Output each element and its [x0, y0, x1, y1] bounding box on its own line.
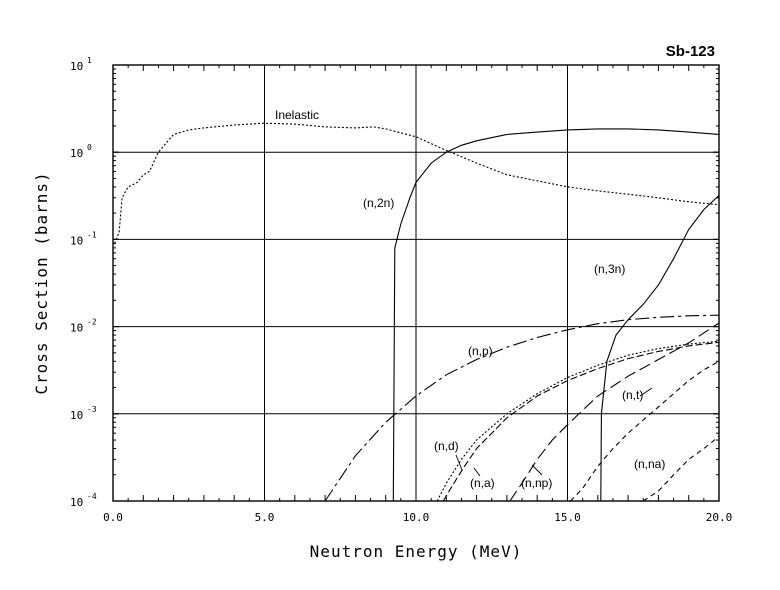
annotation-n3n: (n,3n)	[594, 262, 625, 276]
annotation-leader	[639, 387, 653, 397]
x-tick-label: 15.0	[554, 511, 581, 524]
annotation-nnp: (n,np)	[521, 476, 552, 490]
y-axis-label: Cross Section (barns)	[32, 171, 51, 394]
annotation-na: (n,a)	[470, 476, 495, 490]
series-line-n-a	[442, 341, 720, 502]
series-line-inelastic	[113, 122, 720, 244]
y-tick-label: 10	[70, 322, 83, 335]
grid	[113, 65, 719, 501]
annotation-inelastic: Inelastic	[275, 108, 319, 122]
series-line-n-2n	[392, 128, 720, 502]
series-line-n-3n	[600, 194, 720, 502]
x-tick-label: 5.0	[255, 511, 275, 524]
y-tick-label: 10	[70, 60, 83, 73]
y-tick-label: 10	[70, 147, 83, 160]
annotation-leader	[455, 454, 463, 471]
y-tick-label: 10	[70, 234, 83, 247]
chart-title: Sb-123	[666, 43, 715, 60]
x-tick-label: 10.0	[403, 511, 430, 524]
annotation-nt: (n,t)	[622, 388, 643, 402]
series-line-n-np	[509, 322, 720, 502]
y-tick-exponent: -1	[87, 230, 97, 239]
annotation-np: (n,p)	[468, 344, 493, 358]
annotation-nd: (n,d)	[434, 439, 459, 453]
x-tick-label: 0.0	[103, 511, 123, 524]
series-line-n-t	[570, 360, 720, 502]
annotation-leader	[473, 467, 481, 477]
annotation-leader	[531, 464, 543, 476]
series-line-n-d	[436, 340, 720, 502]
series-line-n-na	[642, 435, 720, 502]
y-tick-label: 10	[70, 409, 83, 422]
y-tick-exponent: -3	[87, 405, 97, 414]
x-tick-label: 20.0	[706, 511, 733, 524]
series-curves	[113, 122, 720, 502]
series-line-n-p	[324, 314, 720, 502]
y-tick-label: 10	[70, 496, 83, 509]
y-tick-exponent: -4	[87, 492, 97, 501]
annotation-n2n: (n,2n)	[363, 196, 394, 210]
annotation-nna: (n,na)	[634, 457, 665, 471]
annotation-leaders	[455, 387, 653, 477]
y-tick-exponent: -2	[87, 318, 97, 327]
y-tick-exponent: 1	[87, 56, 92, 65]
axis-ticks	[112, 64, 720, 502]
x-axis-label: Neutron Energy (MeV)	[310, 542, 523, 561]
y-tick-exponent: 0	[87, 143, 92, 152]
